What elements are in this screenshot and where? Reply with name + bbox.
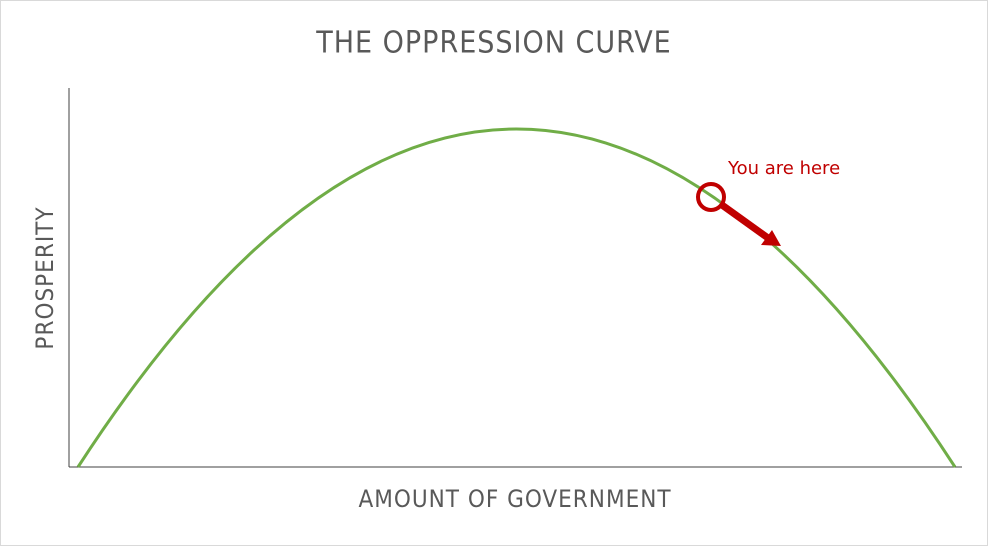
curve [76,127,957,468]
marker-arrow-head [761,230,781,246]
annotation-marker [696,182,781,246]
annotation-text: You are here [727,158,840,179]
marker-arrow-shaft [719,202,771,241]
x-axis-label: AMOUNT OF GOVERNMENT [358,485,671,513]
chart-title: THE OPPRESSION CURVE [315,26,671,61]
marker-circle [696,182,726,212]
y-axis-label: PROSPERITY [31,206,59,349]
